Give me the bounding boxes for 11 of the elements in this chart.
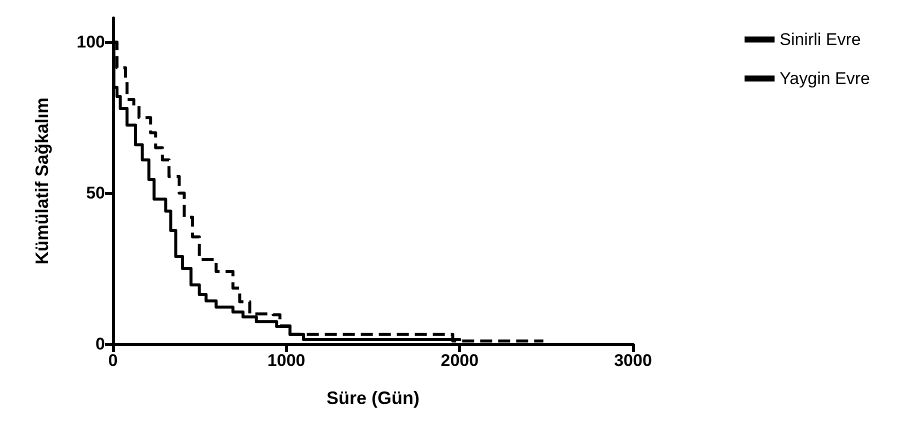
x-tick-label: 1000 <box>267 351 306 370</box>
x-tick-label: 3000 <box>614 351 652 370</box>
y-tick-label: 100 <box>76 32 105 52</box>
y-axis-title: Kümülatif Sağkalım <box>32 97 52 265</box>
x-axis-title: Süre (Gün) <box>326 388 420 408</box>
legend-label: Sinirli Evre <box>780 30 861 49</box>
legend-label: Yaygin Evre <box>780 69 870 88</box>
x-tick-label: 0 <box>108 351 118 370</box>
y-tick-label: 50 <box>86 184 105 203</box>
y-tick-label: 0 <box>96 334 105 354</box>
x-tick-label: 2000 <box>440 351 479 370</box>
